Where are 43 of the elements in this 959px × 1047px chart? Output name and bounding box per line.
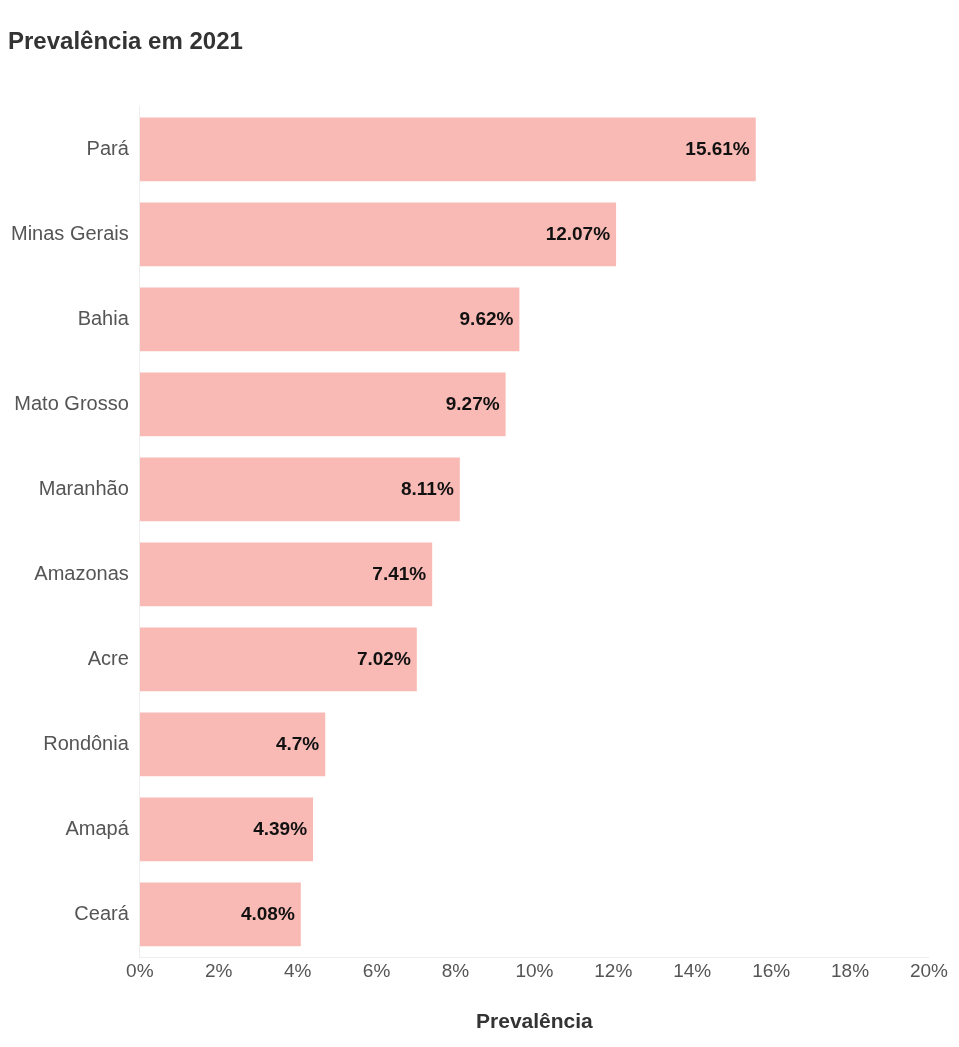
- data-label: 4.39%: [253, 817, 308, 839]
- y-tick-label: Minas Gerais: [11, 221, 129, 244]
- bar: [139, 542, 433, 607]
- x-tick-label: 2%: [205, 959, 233, 981]
- data-label: 12.07%: [545, 222, 611, 244]
- x-axis-title: Prevalência: [476, 1009, 594, 1033]
- bar: [139, 457, 460, 522]
- data-label: 7.02%: [356, 647, 411, 669]
- bar: [139, 712, 326, 777]
- x-tick-label: 10%: [515, 959, 554, 981]
- data-label: 4.08%: [240, 902, 295, 924]
- y-tick-label: Amapá: [65, 816, 130, 839]
- bar: [139, 372, 506, 437]
- x-tick-label: 12%: [594, 959, 633, 981]
- data-label: 9.62%: [459, 307, 514, 329]
- data-label: 15.61%: [685, 137, 750, 159]
- y-tick-label: Ceará: [74, 902, 130, 925]
- x-tick-label: 6%: [362, 959, 391, 981]
- x-tick-label: 14%: [673, 959, 712, 981]
- bar: [139, 117, 756, 182]
- y-tick-label: Amazonas: [34, 561, 129, 584]
- data-label: 4.7%: [275, 732, 320, 754]
- y-tick-label: Pará: [86, 136, 130, 159]
- bar: [139, 202, 617, 267]
- x-tick-label: 20%: [909, 959, 949, 981]
- chart-title: Prevalência em 2021: [8, 27, 243, 55]
- x-tick-label: 18%: [831, 959, 870, 981]
- y-tick-label: Maranhão: [38, 476, 129, 499]
- y-tick-label: Acre: [87, 646, 129, 669]
- y-tick-label: Bahia: [77, 306, 130, 329]
- data-label: 7.41%: [372, 562, 427, 584]
- data-label: 8.11%: [400, 477, 454, 499]
- bar: [139, 882, 301, 947]
- y-tick-label: Mato Grosso: [14, 391, 129, 414]
- y-tick-label: Rondônia: [43, 731, 130, 754]
- x-tick-label: 8%: [441, 959, 470, 981]
- x-tick-label: 16%: [752, 959, 791, 981]
- data-label: 9.27%: [445, 392, 500, 414]
- x-tick-label: 0%: [126, 959, 154, 981]
- x-tick-label: 4%: [283, 959, 312, 981]
- bar: [139, 287, 520, 352]
- bar: [139, 627, 417, 692]
- bar: [139, 797, 314, 862]
